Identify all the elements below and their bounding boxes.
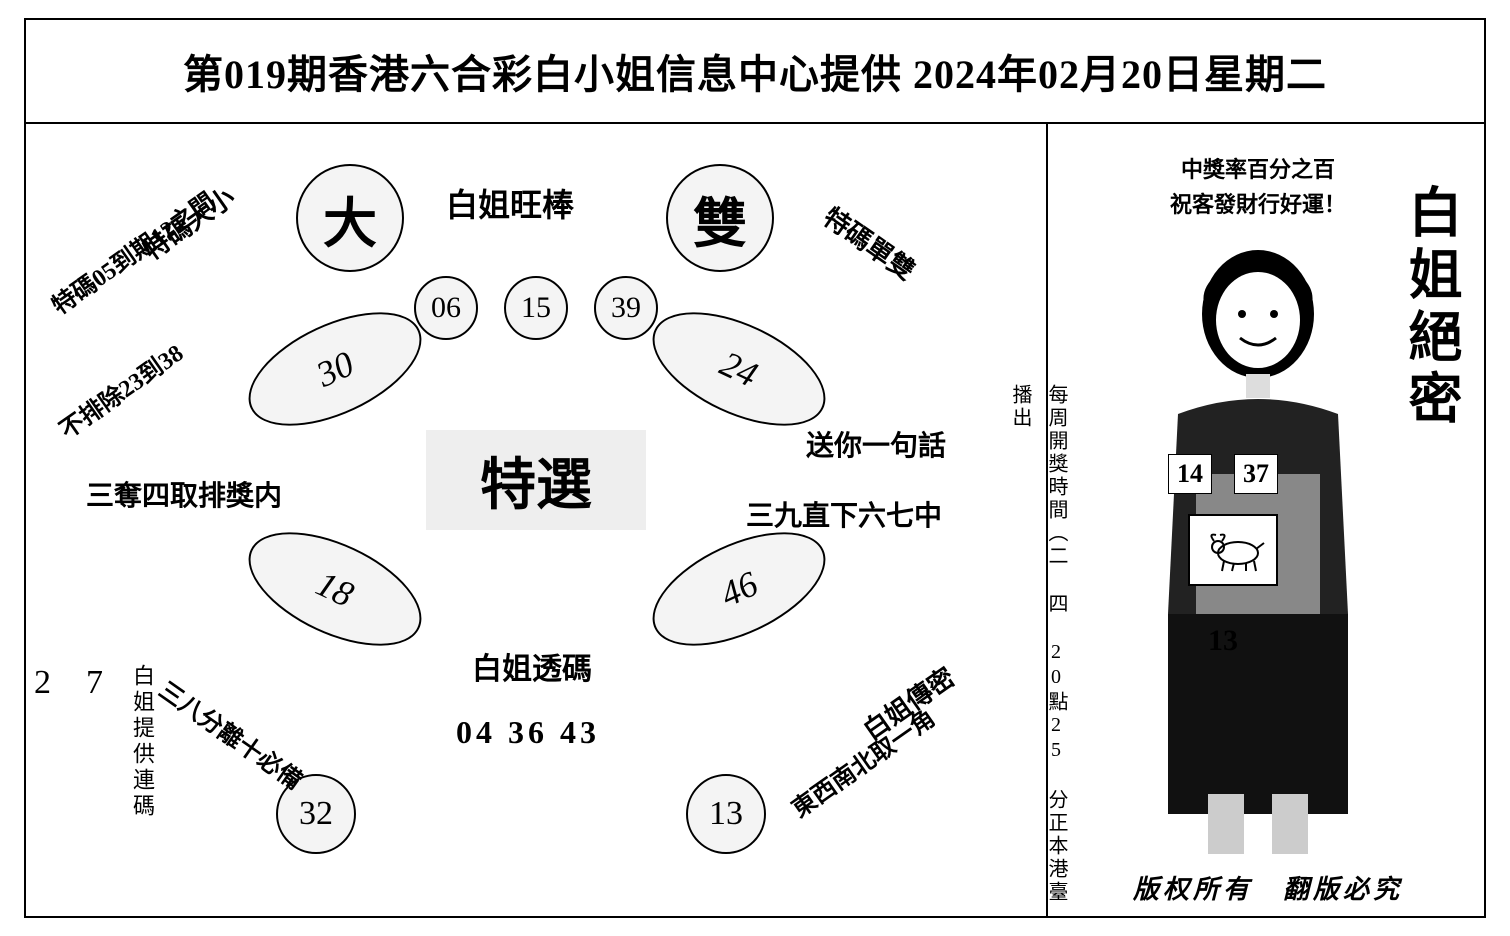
tl-diag-3: 不排除23到38 (51, 334, 189, 445)
big-circle-right: 雙 (666, 164, 774, 272)
small-circle-3: 39 (594, 276, 658, 340)
side-top-line-2: 祝客發財行好運！ (1108, 187, 1408, 222)
ellipse-tl: 30 (232, 289, 439, 449)
side-num-right: 37 (1234, 454, 1278, 494)
left-mid-label: 三奪四取排獎内 (86, 474, 282, 514)
bl-diag: 三八分離十必備 (153, 671, 311, 796)
center-box: 特選 (426, 430, 646, 530)
small-circle-1: 06 (414, 276, 478, 340)
main-panel: 白姐旺棒 大 雙 06 15 39 30 24 18 46 特選 三奪四取排獎内… (26, 124, 1046, 918)
tl-diag-2: 特碼05到期12之間 (43, 182, 220, 321)
top-label: 白姐旺棒 (446, 180, 574, 226)
bottom-numbers: 04 36 43 (456, 714, 600, 751)
right-mid-label-1: 送你一句話 (806, 424, 946, 464)
header-title: 第019期香港六合彩白小姐信息中心提供 2024年02月20日星期二 (26, 20, 1484, 124)
bl-vert-1: 白姐提供連碼 (126, 664, 158, 820)
right-mid-label-2: 三九直下六七中 (746, 494, 942, 534)
side-num-below: 13 (1208, 624, 1238, 658)
bottom-label-1: 白姐透碼 (472, 644, 592, 688)
side-top-line-1: 中獎率百分之百 (1108, 152, 1408, 187)
bottom-circle-right: 13 (686, 774, 766, 854)
zodiac-box (1188, 514, 1278, 586)
tr-diag: 特碼單雙 (817, 198, 923, 288)
side-bottom-text: 版权所有 翻版必究 (1088, 869, 1448, 906)
bl-num-2: 7 (86, 664, 103, 702)
side-panel: 每周開獎時間（二 四 20點25 分正本港臺播出 中獎率百分之百 祝客發財行好運… (1046, 124, 1486, 918)
side-top-text: 中獎率百分之百 祝客發財行好運！ (1108, 152, 1408, 222)
ellipse-bl: 18 (232, 509, 439, 669)
info-vert: 每周開獎時間（二 四 20點25 分正本港臺播出 (1002, 384, 1074, 918)
big-circle-left: 大 (296, 164, 404, 272)
bl-num-1: 2 (34, 664, 51, 702)
side-vert-title: 白姐絕密 (1391, 184, 1470, 432)
side-num-left: 14 (1168, 454, 1212, 494)
small-circle-2: 15 (504, 276, 568, 340)
